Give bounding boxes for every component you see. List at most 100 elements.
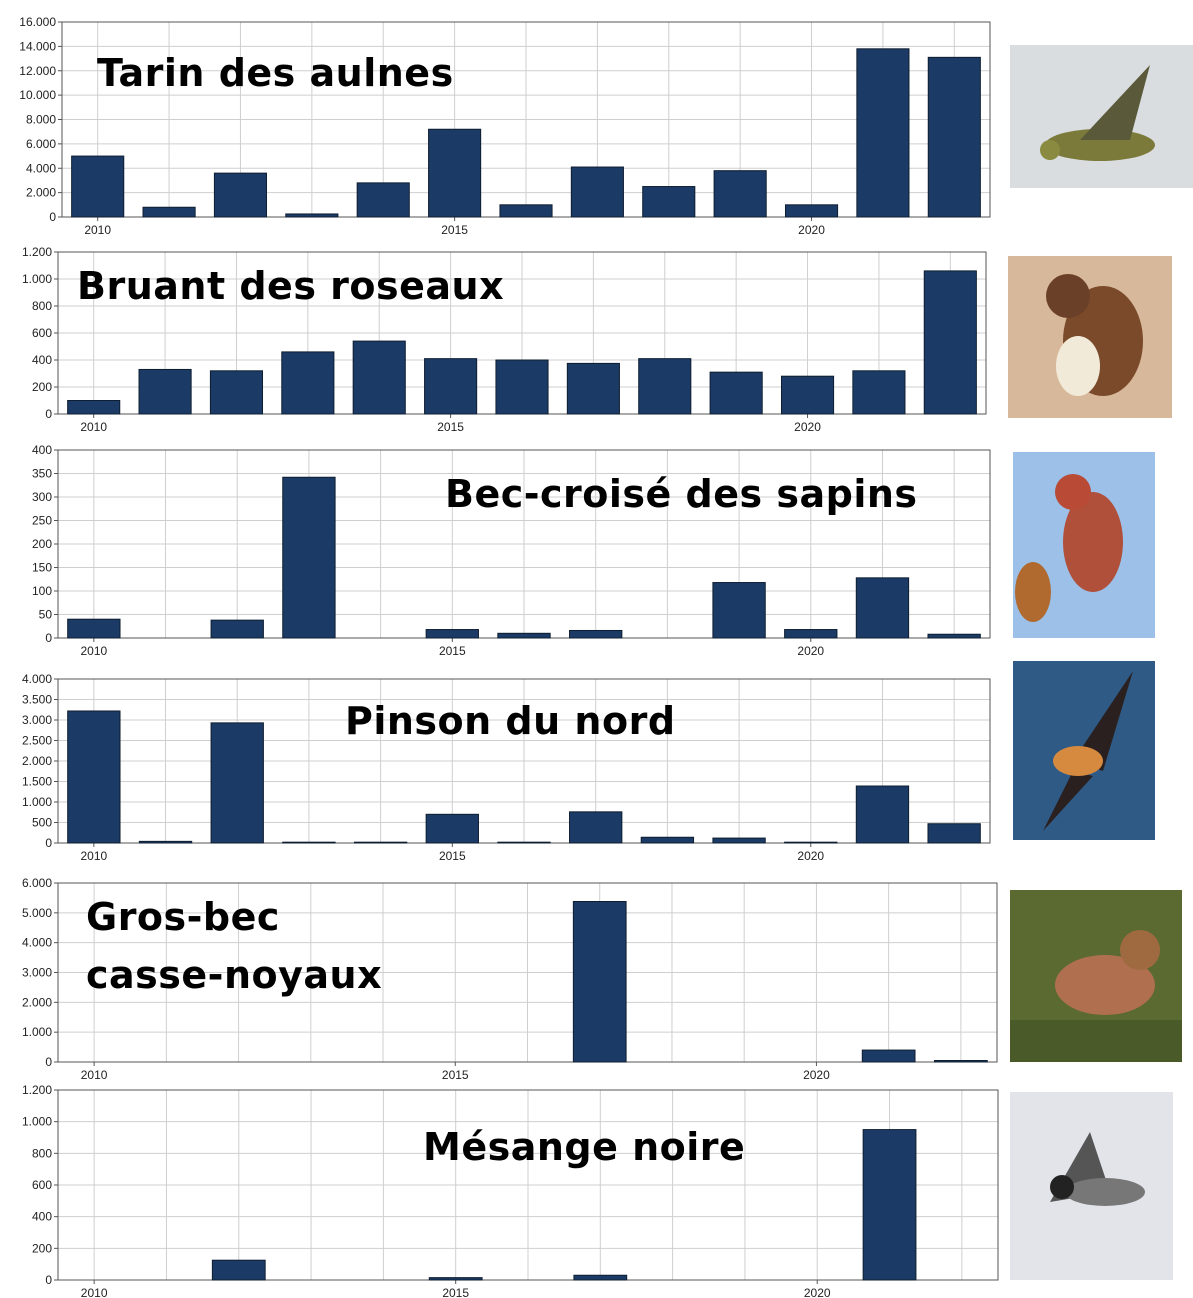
bird-photo [1008, 256, 1172, 418]
y-tick-label: 300 [32, 490, 52, 504]
bar [425, 813, 479, 844]
y-tick-label: 6.000 [26, 137, 56, 151]
bar [638, 358, 692, 415]
bar [497, 632, 551, 639]
bar [712, 837, 766, 844]
chart-title: Tarin des aulnes [97, 51, 454, 95]
bar [712, 582, 766, 639]
y-tick-label: 16.000 [19, 15, 56, 29]
x-tick-label: 2015 [442, 1068, 469, 1082]
bar [642, 186, 696, 218]
bar [861, 1049, 916, 1063]
bar [210, 619, 264, 639]
y-tick-label: 1.000 [22, 272, 52, 286]
y-tick-label: 1.200 [22, 1083, 52, 1097]
bar [428, 1277, 483, 1281]
bird-photo [1010, 45, 1193, 188]
y-tick-label: 250 [32, 514, 52, 528]
x-tick-label: 2020 [797, 849, 824, 863]
y-tick-label: 600 [32, 326, 52, 340]
y-tick-label: 3.500 [22, 693, 52, 707]
bar [499, 204, 553, 218]
y-tick-label: 400 [32, 443, 52, 457]
bar [281, 351, 335, 415]
bar [927, 56, 981, 218]
y-tick-label: 0 [45, 631, 52, 645]
bar [784, 841, 838, 844]
y-tick-label: 100 [32, 584, 52, 598]
plot-frame [57, 1089, 999, 1281]
y-tick-label: 4.000 [22, 672, 52, 686]
bar [709, 371, 763, 415]
bar [927, 633, 981, 639]
y-tick-label: 3.000 [22, 713, 52, 727]
y-tick-label: 1.200 [22, 245, 52, 259]
chart-title: Pinson du nord [345, 699, 676, 743]
y-tick-label: 150 [32, 561, 52, 575]
x-tick-label: 2010 [81, 1068, 108, 1082]
bar [213, 172, 268, 218]
x-tick-label: 2020 [797, 644, 824, 658]
bar [927, 823, 981, 844]
bar [784, 204, 839, 218]
y-tick-label: 2.500 [22, 734, 52, 748]
y-tick-label: 0 [45, 407, 52, 421]
bar [573, 1274, 628, 1281]
bird-photo [1013, 661, 1155, 840]
y-tick-label: 400 [32, 353, 52, 367]
bar [356, 182, 410, 218]
bar [569, 811, 623, 844]
bar [138, 368, 192, 415]
x-tick-label: 2020 [803, 1068, 830, 1082]
bar [285, 213, 339, 218]
bird-photo [1013, 452, 1155, 638]
y-tick-label: 600 [32, 1178, 52, 1192]
bar [142, 206, 196, 218]
bar [282, 841, 336, 844]
y-tick-label: 400 [32, 1210, 52, 1224]
y-tick-label: 2.000 [22, 754, 52, 768]
y-tick-label: 4.000 [22, 936, 52, 950]
x-tick-label: 2015 [442, 1286, 469, 1298]
chart-title: Gros-bec casse-noyaux [86, 895, 383, 997]
bar [856, 48, 910, 218]
x-tick-label: 2020 [804, 1286, 831, 1298]
bar [934, 1060, 988, 1063]
y-tick-label: 0 [45, 836, 52, 850]
bar [210, 722, 264, 844]
bar [353, 841, 408, 844]
bar [209, 370, 264, 415]
y-tick-label: 8.000 [26, 113, 56, 127]
bar [282, 476, 336, 639]
x-tick-label: 2010 [81, 1286, 108, 1298]
bar [138, 840, 193, 844]
bar [713, 170, 767, 218]
x-tick-label: 2015 [437, 420, 464, 434]
bar [497, 841, 551, 844]
y-tick-label: 2.000 [26, 186, 56, 200]
y-tick-label: 500 [32, 816, 52, 830]
x-tick-label: 2020 [794, 420, 821, 434]
x-tick-label: 2015 [439, 849, 466, 863]
bar [67, 400, 121, 415]
y-tick-label: 800 [32, 1146, 52, 1160]
y-tick-label: 1.500 [22, 775, 52, 789]
bar [495, 359, 549, 415]
bar [852, 370, 906, 415]
y-tick-label: 2.000 [22, 995, 52, 1009]
bar [780, 375, 835, 415]
y-tick-label: 12.000 [19, 64, 56, 78]
bar [352, 340, 406, 415]
y-tick-label: 1.000 [22, 1115, 52, 1129]
bar [572, 900, 627, 1063]
y-tick-label: 14.000 [19, 39, 56, 53]
bar [428, 128, 482, 218]
y-tick-label: 1.000 [22, 795, 52, 809]
y-tick-label: 200 [32, 1241, 52, 1255]
y-tick-label: 350 [32, 467, 52, 481]
bar [67, 710, 121, 844]
x-tick-label: 2010 [80, 644, 107, 658]
y-tick-label: 6.000 [22, 876, 52, 890]
y-tick-label: 200 [32, 537, 52, 551]
